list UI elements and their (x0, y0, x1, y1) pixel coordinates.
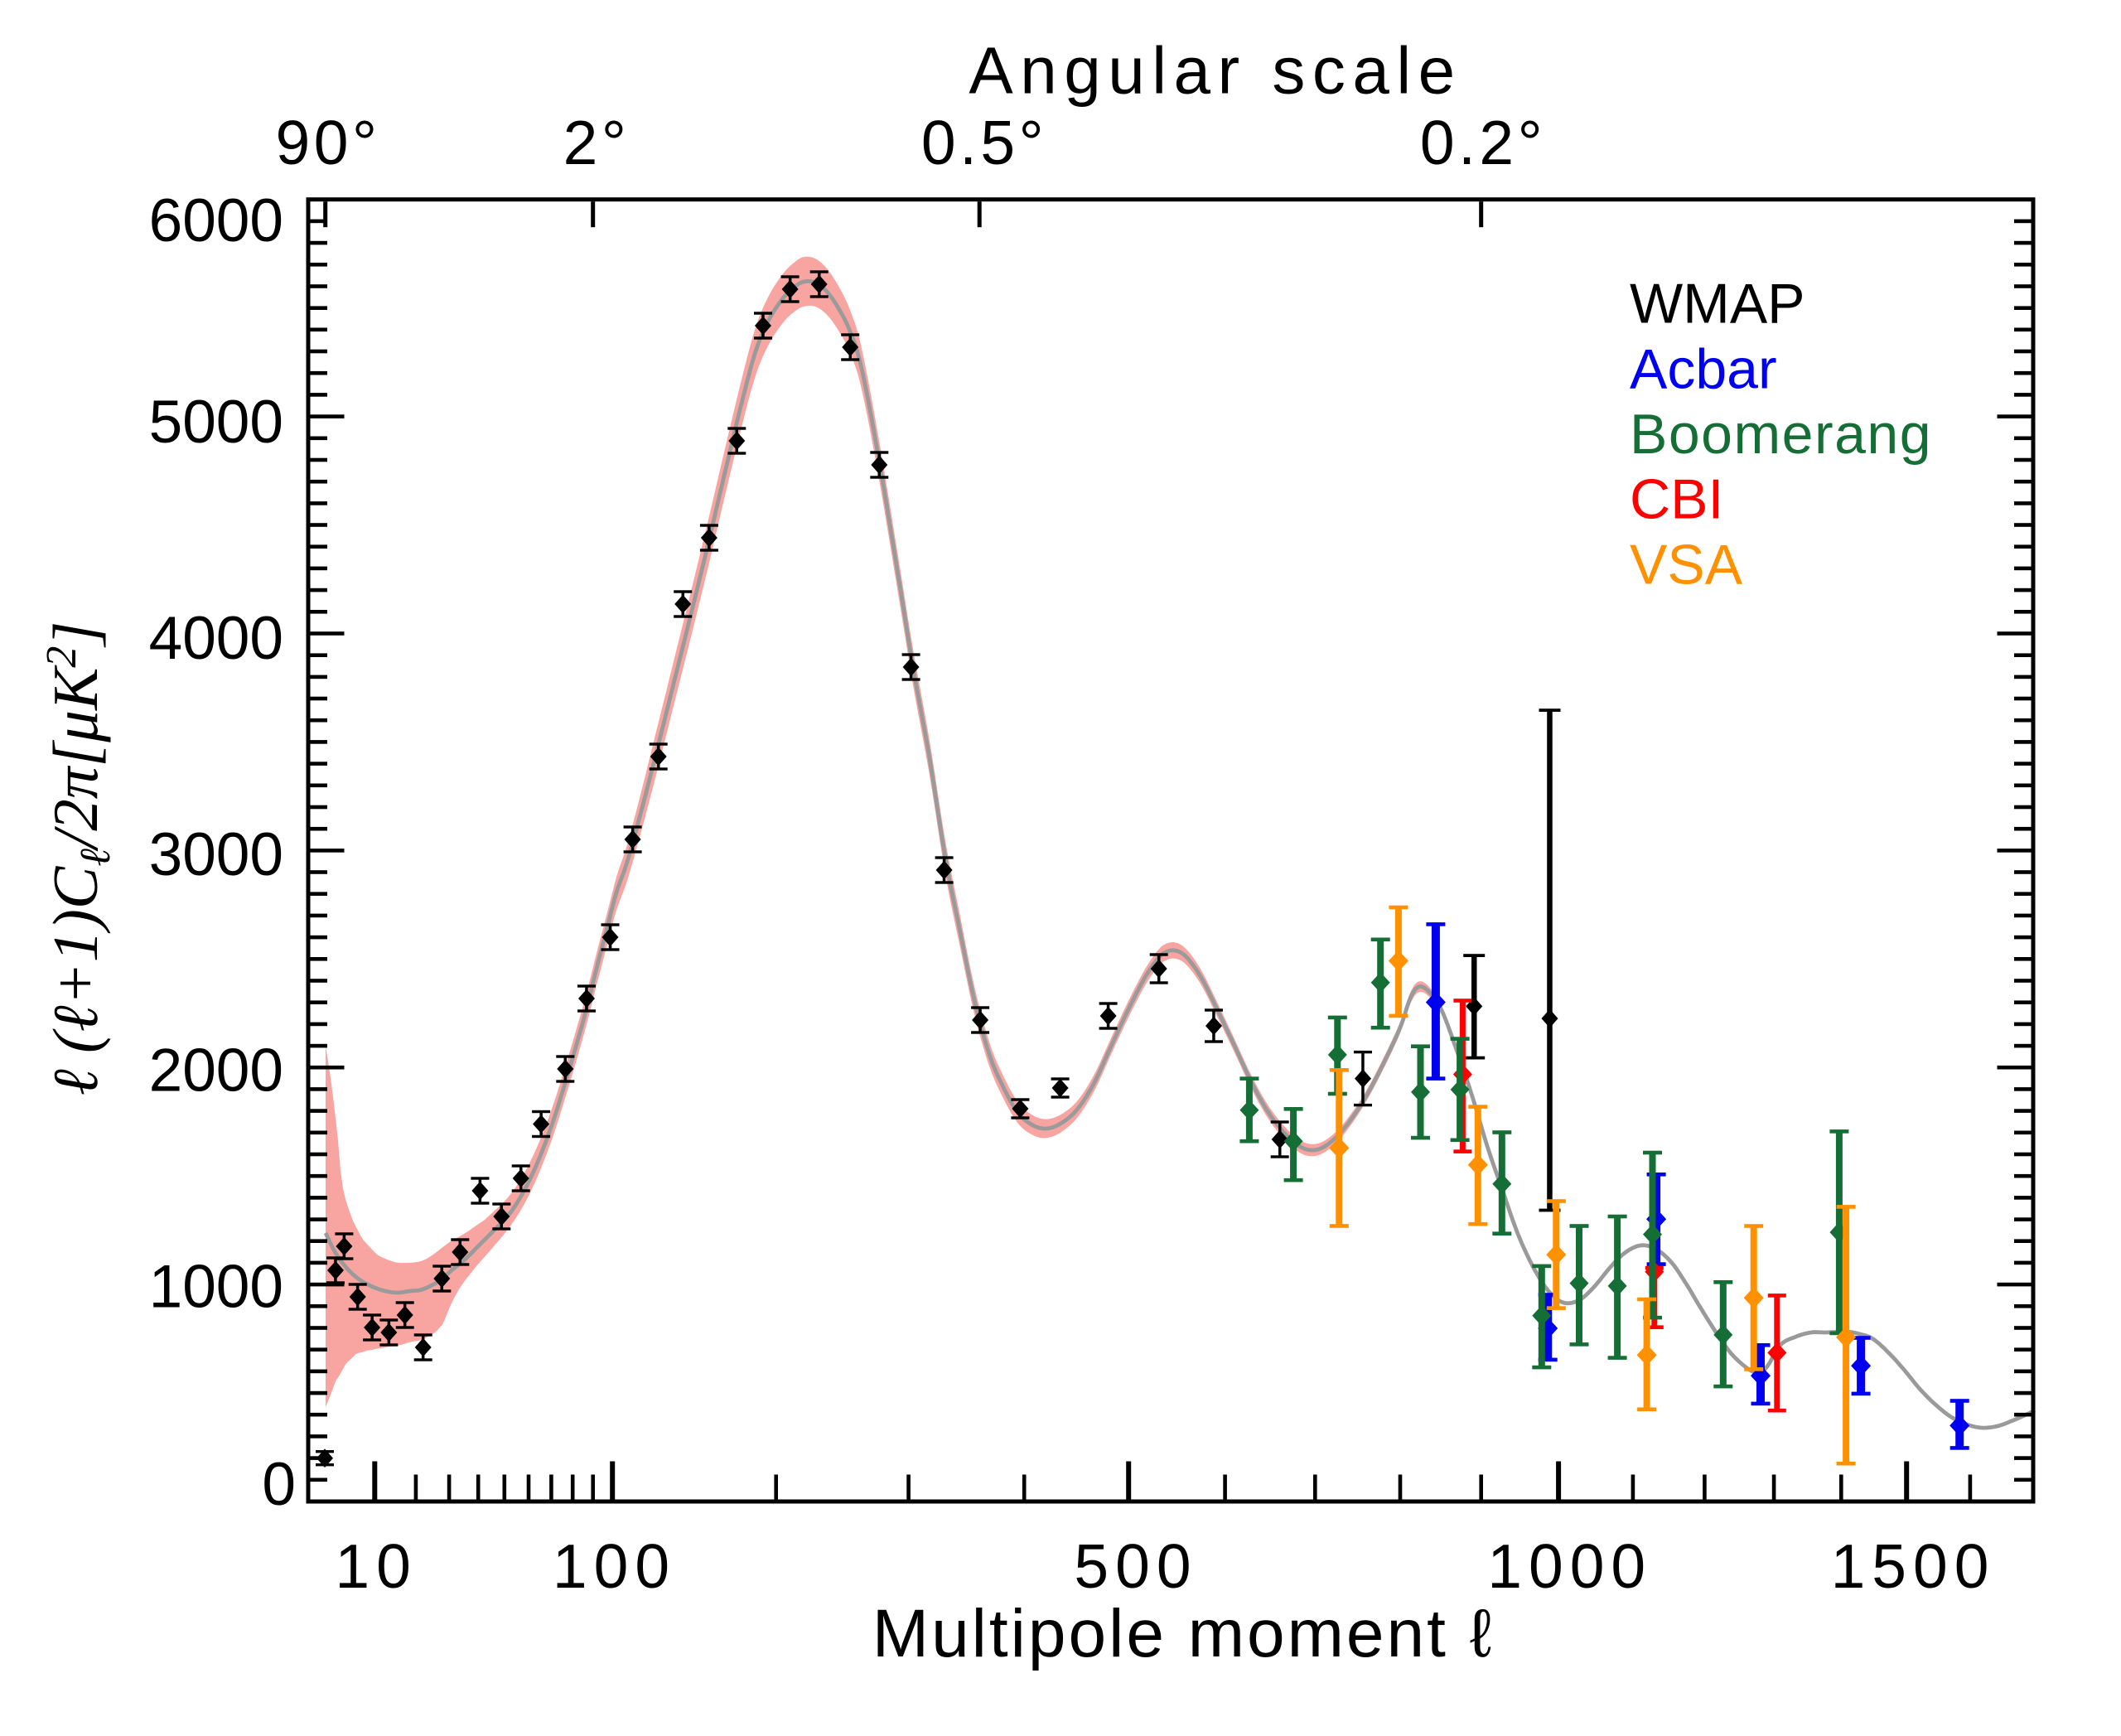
svg-text:Boomerang: Boomerang (1630, 403, 1932, 466)
svg-text:0.2°: 0.2° (1420, 108, 1546, 177)
svg-text:5000: 5000 (149, 389, 283, 456)
svg-text:Multipole moment ℓ: Multipole moment ℓ (872, 1596, 1494, 1671)
svg-text:10: 10 (335, 1531, 417, 1601)
svg-text:1500: 1500 (1831, 1531, 1996, 1601)
svg-text:ℓ (ℓ+1)Cℓ/2π[μK2]: ℓ (ℓ+1)Cℓ/2π[μK2] (38, 621, 119, 1096)
svg-text:1000: 1000 (1487, 1531, 1652, 1601)
svg-text:0.5°: 0.5° (921, 108, 1047, 177)
svg-text:CBI: CBI (1630, 468, 1723, 531)
svg-text:4000: 4000 (149, 605, 283, 672)
svg-text:2°: 2° (563, 108, 631, 177)
svg-text:WMAP: WMAP (1630, 273, 1805, 336)
svg-text:2000: 2000 (149, 1037, 283, 1105)
svg-text:100: 100 (553, 1531, 676, 1601)
svg-text:Angular scale: Angular scale (969, 34, 1462, 108)
svg-text:Acbar: Acbar (1630, 337, 1777, 400)
svg-text:1000: 1000 (149, 1254, 283, 1321)
svg-text:500: 500 (1074, 1531, 1197, 1601)
svg-text:VSA: VSA (1630, 533, 1743, 596)
svg-text:0: 0 (262, 1451, 296, 1518)
svg-text:3000: 3000 (149, 821, 283, 888)
svg-text:6000: 6000 (149, 187, 283, 254)
svg-text:90°: 90° (276, 108, 381, 177)
